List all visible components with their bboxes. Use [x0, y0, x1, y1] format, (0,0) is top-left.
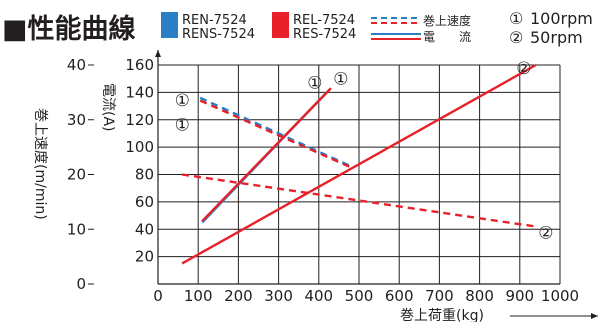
legend-speed-mark-2: ② — [509, 28, 523, 47]
series-annotation: ① — [175, 91, 190, 111]
y-right-tick-label: 160 — [125, 56, 154, 74]
legend: REN-7524 RENS-7524 REL-7524 RES-7524 巻上速… — [161, 9, 593, 47]
legend-speed-text-2: 50rpm — [530, 28, 583, 47]
y-right-tick-label: 20 — [135, 248, 154, 266]
grid — [158, 64, 561, 284]
x-tick-label: 600 — [385, 287, 414, 305]
y-left-tick-label: 20 — [67, 166, 86, 184]
x-tick-label: 0 — [153, 287, 163, 305]
y-right-tick-label: 120 — [125, 111, 154, 129]
y-left-tick-label: 30 — [67, 111, 86, 129]
y-right-tick-label: 80 — [135, 166, 154, 184]
y-left-tick-label: 10 — [67, 220, 86, 238]
legend-speed-label: 巻上速度 — [423, 13, 471, 28]
x-axis-label: 巻上荷重(kg) — [400, 308, 484, 322]
legend-speed-mark-1: ① — [509, 9, 523, 28]
x-tick-label: 100 — [184, 287, 213, 305]
y-right-tick-label: 60 — [135, 193, 154, 211]
legend-swatch-blue — [161, 12, 178, 38]
legend-solid-sample — [371, 33, 421, 40]
x-tick-label: 500 — [345, 287, 374, 305]
legend-model-res: RES-7524 — [293, 27, 356, 42]
x-tick-label: 900 — [505, 287, 534, 305]
axes — [88, 50, 560, 285]
x-tick-label: 800 — [465, 287, 494, 305]
x-tick-label: 300 — [264, 287, 293, 305]
series-current-100rpm-red — [201, 87, 332, 222]
legend-current-label: 電 流 — [423, 30, 471, 44]
y-right-tick-label: 40 — [135, 220, 154, 238]
legend-model-rel: REL-7524 — [293, 13, 355, 28]
series — [181, 63, 537, 265]
legend-model-rens: RENS-7524 — [182, 27, 255, 42]
legend-model-ren: REN-7524 — [182, 13, 247, 28]
series-current-50rpm-red — [181, 63, 537, 265]
series-speed-100rpm-blue — [199, 96, 352, 168]
legend-speed-text-1: 100rpm — [530, 9, 593, 28]
y-left-tick-label: 40 — [67, 56, 86, 74]
y-right-tick-label: 100 — [125, 138, 154, 156]
tick-labels: 0 10 20 30 40 20 40 60 80 100 120 140 160 0 100 200 300 4… — [67, 56, 579, 305]
chart-title: ■性能曲線 — [2, 13, 136, 45]
series-annotation: ① — [333, 69, 348, 89]
x-tick-label: 700 — [425, 287, 454, 305]
y-right-tick-label: 140 — [125, 83, 154, 101]
legend-swatch-red — [272, 12, 289, 38]
series-annotation: ② — [538, 224, 553, 244]
x-tick-label: 400 — [304, 287, 333, 305]
x-tick-label: 200 — [224, 287, 253, 305]
y-left-tick-label: 0 — [76, 275, 86, 293]
series-speed-100rpm-red — [199, 99, 352, 169]
legend-dashed-sample — [371, 17, 421, 24]
series-annotation: ① — [175, 116, 190, 136]
series-annotation: ① — [307, 73, 322, 93]
y-left-axis-label: 巻上速度(m/min) — [32, 108, 48, 220]
y-right-axis-label: 電流(A) — [100, 83, 116, 132]
series-annotation: ② — [516, 59, 531, 79]
x-tick-label: 1000 — [541, 287, 579, 305]
